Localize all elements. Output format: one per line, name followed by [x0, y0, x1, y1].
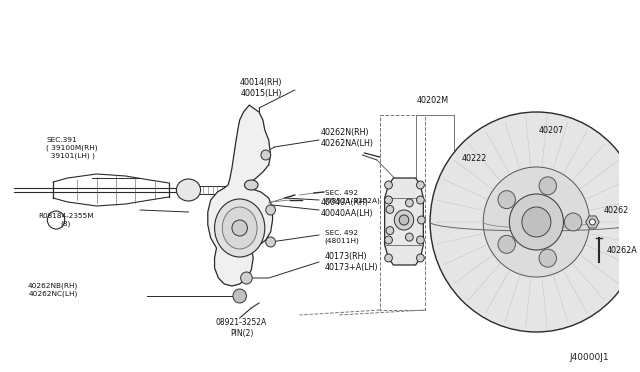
Text: 40262N(RH)
40262NA(LH): 40262N(RH) 40262NA(LH)	[321, 128, 374, 148]
Circle shape	[539, 249, 556, 267]
Circle shape	[399, 215, 409, 225]
Circle shape	[232, 220, 248, 236]
Circle shape	[406, 233, 413, 241]
Text: R08184-2355M
(8): R08184-2355M (8)	[38, 213, 93, 227]
Text: 40222: 40222	[462, 154, 487, 163]
Polygon shape	[385, 178, 423, 265]
Text: 40262A: 40262A	[607, 246, 637, 254]
Ellipse shape	[222, 207, 257, 249]
Ellipse shape	[177, 179, 200, 201]
Circle shape	[417, 181, 424, 189]
Circle shape	[385, 196, 392, 204]
Circle shape	[385, 254, 392, 262]
Circle shape	[417, 254, 424, 262]
Text: 40207: 40207	[538, 125, 564, 135]
Circle shape	[589, 219, 595, 225]
Ellipse shape	[244, 180, 258, 190]
Circle shape	[266, 237, 275, 247]
Polygon shape	[586, 216, 599, 228]
Circle shape	[385, 181, 392, 189]
Circle shape	[498, 191, 515, 209]
Circle shape	[417, 236, 424, 244]
Circle shape	[509, 194, 563, 250]
Circle shape	[261, 150, 271, 160]
Circle shape	[406, 199, 413, 207]
Text: 40014(RH)
40015(LH): 40014(RH) 40015(LH)	[240, 78, 282, 98]
Text: J40000J1: J40000J1	[569, 353, 609, 362]
Circle shape	[430, 112, 640, 332]
Circle shape	[417, 196, 424, 204]
Circle shape	[386, 205, 394, 214]
Text: SEC.391
( 39100M(RH)
  39101(LH) ): SEC.391 ( 39100M(RH) 39101(LH) )	[46, 137, 98, 159]
Circle shape	[522, 207, 551, 237]
Circle shape	[498, 235, 515, 253]
Text: SEC. 492
(48011H): SEC. 492 (48011H)	[324, 230, 360, 244]
Text: 40173(RH)
40173+A(LH): 40173(RH) 40173+A(LH)	[324, 252, 378, 272]
Circle shape	[483, 167, 589, 277]
Text: SEC. 492
(08921-3252A): SEC. 492 (08921-3252A)	[324, 190, 381, 204]
Text: 40262NB(RH)
40262NC(LH): 40262NB(RH) 40262NC(LH)	[28, 283, 78, 297]
Circle shape	[564, 213, 582, 231]
Circle shape	[233, 289, 246, 303]
Circle shape	[417, 216, 425, 224]
Text: 40262: 40262	[604, 205, 629, 215]
Circle shape	[386, 227, 394, 235]
Ellipse shape	[214, 199, 265, 257]
Polygon shape	[208, 105, 273, 286]
Circle shape	[241, 272, 252, 284]
Text: 08921-3252A
PIN(2): 08921-3252A PIN(2)	[216, 318, 268, 338]
Text: 40040A(RH)
40040AA(LH): 40040A(RH) 40040AA(LH)	[321, 198, 374, 218]
Circle shape	[266, 205, 275, 215]
Text: 40202M: 40202M	[417, 96, 449, 105]
Circle shape	[539, 177, 556, 195]
Circle shape	[385, 236, 392, 244]
Circle shape	[394, 210, 413, 230]
